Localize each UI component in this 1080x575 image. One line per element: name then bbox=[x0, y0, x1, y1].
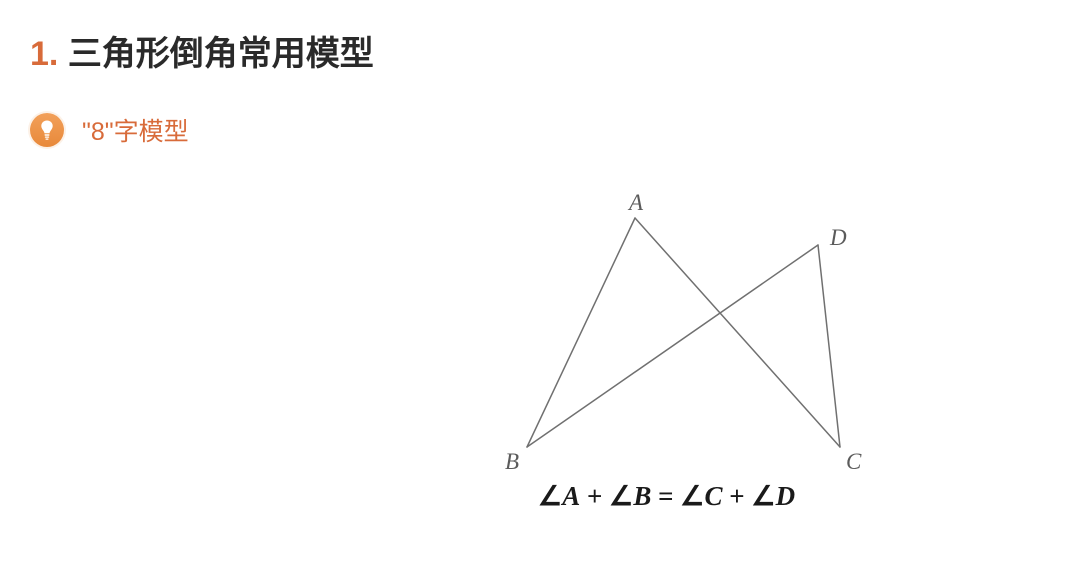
edge-DB bbox=[527, 245, 818, 447]
vertex-label-D: D bbox=[829, 225, 847, 250]
edge-AC bbox=[635, 218, 840, 447]
vertex-label-C: C bbox=[846, 449, 862, 474]
edge-DC bbox=[818, 245, 840, 447]
subheading-row: "8"字模型 bbox=[30, 112, 189, 148]
diagram-svg: A D B C ∠A + ∠B = ∠C + ∠D bbox=[480, 185, 910, 525]
heading-title: 三角形倒角常用模型 bbox=[68, 35, 374, 73]
vertex-label-B: B bbox=[505, 449, 519, 474]
equation-text: ∠A + ∠B = ∠C + ∠D bbox=[538, 481, 795, 511]
edge-AB bbox=[527, 218, 635, 447]
vertex-label-A: A bbox=[627, 190, 644, 215]
subheading-text: "8"字模型 bbox=[82, 112, 189, 148]
section-heading: 1. 三角形倒角常用模型 bbox=[30, 26, 374, 75]
heading-number: 1. bbox=[30, 35, 58, 73]
lightbulb-icon bbox=[30, 113, 64, 147]
geometry-diagram: A D B C ∠A + ∠B = ∠C + ∠D bbox=[480, 185, 910, 525]
